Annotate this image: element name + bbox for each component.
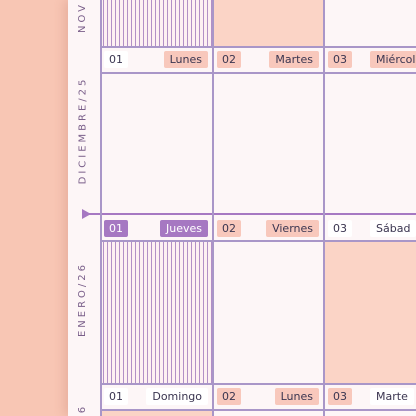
day-cell[interactable]	[100, 73, 212, 213]
day-header: 03 Sábad	[324, 215, 416, 241]
day-number: 03	[328, 50, 352, 68]
day-cell-striped[interactable]	[100, 0, 212, 46]
calendar-page: NOV DICIEMBRE/25 ENERO/26 6 01 Lunes 02 …	[68, 0, 416, 416]
day-name: Jueves	[160, 219, 208, 237]
grid-line	[212, 0, 214, 416]
current-week-line	[88, 213, 416, 215]
day-header: 01 Lunes	[100, 46, 212, 72]
grid-line	[323, 0, 325, 416]
current-month-marker-icon	[82, 209, 91, 219]
month-label-december: DICIEMBRE/25	[68, 62, 98, 198]
month-label-next-text: 6	[77, 403, 89, 413]
month-label-december-text: DICIEMBRE/25	[77, 76, 89, 184]
day-number: 02	[217, 219, 241, 237]
day-name: Marte	[370, 387, 414, 405]
day-cell[interactable]	[324, 73, 416, 213]
day-number: 01	[104, 387, 128, 405]
day-name: Miércol	[370, 50, 416, 68]
grid-line	[100, 0, 102, 416]
day-name: Sábad	[370, 219, 416, 237]
month-label-next: 6	[68, 400, 98, 416]
day-number: 01	[104, 219, 128, 237]
day-name: Lunes	[274, 387, 319, 405]
month-label-november: NOV	[68, 0, 98, 34]
day-name: Domingo	[146, 387, 208, 405]
day-number: 02	[217, 50, 241, 68]
grid-line	[100, 72, 416, 74]
day-name: Martes	[269, 50, 319, 68]
day-cell[interactable]	[213, 241, 323, 383]
day-name: Viernes	[266, 219, 319, 237]
day-number: 02	[217, 387, 241, 405]
month-label-november-text: NOV	[77, 1, 89, 33]
day-number: 01	[104, 50, 128, 68]
day-header: 02 Martes	[213, 46, 323, 72]
grid-line	[100, 240, 416, 242]
day-number: 03	[328, 387, 352, 405]
day-name: Lunes	[163, 50, 208, 68]
day-cell[interactable]	[213, 410, 323, 416]
day-cell-striped[interactable]	[100, 241, 212, 383]
day-header: 01 Domingo	[100, 383, 212, 409]
grid-line	[100, 383, 416, 385]
grid-line	[100, 409, 416, 411]
day-cell[interactable]	[324, 0, 416, 46]
month-label-january: ENERO/26	[68, 246, 98, 352]
day-cell[interactable]	[324, 241, 416, 383]
grid-line	[100, 46, 416, 48]
day-header-current: 01 Jueves	[100, 215, 212, 241]
day-cell[interactable]	[213, 73, 323, 213]
day-header: 03 Marte	[324, 383, 416, 409]
month-label-january-text: ENERO/26	[77, 261, 89, 337]
day-number: 03	[328, 219, 352, 237]
day-cell[interactable]	[324, 410, 416, 416]
day-header: 03 Miércol	[324, 46, 416, 72]
day-header: 02 Lunes	[213, 383, 323, 409]
day-header: 02 Viernes	[213, 215, 323, 241]
day-cell[interactable]	[213, 0, 323, 46]
day-cell[interactable]	[100, 410, 212, 416]
